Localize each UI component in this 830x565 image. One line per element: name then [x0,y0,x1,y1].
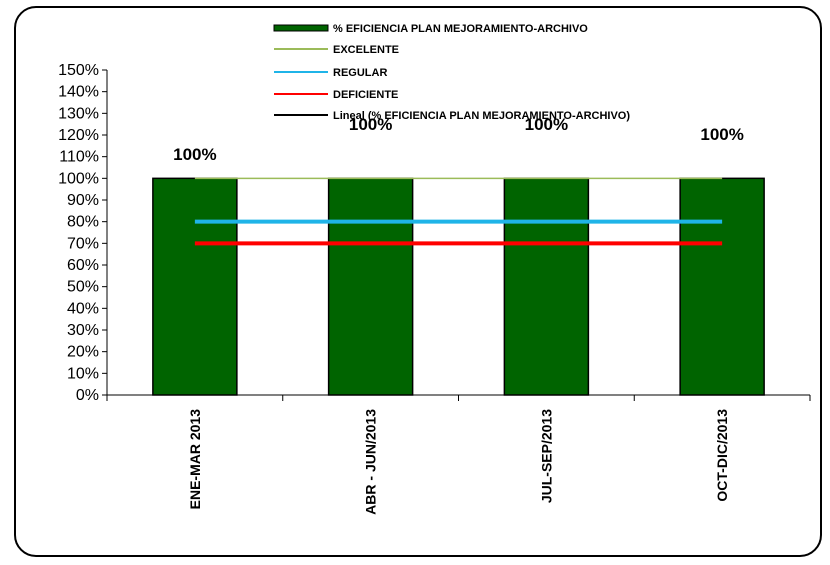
y-tick-label: 50% [67,279,99,296]
data-label: 100% [349,115,392,134]
legend-swatch-bar [273,24,329,32]
y-tick-label: 40% [67,300,99,317]
data-label: 100% [173,145,216,164]
legend-entry: Lineal (% EFICIENCIA PLAN MEJORAMIENTO-A… [333,110,630,122]
y-tick-label: 70% [67,235,99,252]
bar [679,177,765,396]
y-tick-label: 110% [59,149,99,166]
bar [327,177,414,396]
x-category-label: ABR - JUN/2013 [363,409,379,515]
y-tick-label: 30% [67,322,99,339]
y-tick-label: 90% [67,192,99,209]
y-tick-label: 20% [67,344,99,361]
y-tick-label: 80% [67,214,99,231]
y-tick-label: 140% [58,84,99,101]
y-tick-label: 100% [58,170,99,187]
x-category-label: ENE-MAR 2013 [187,409,203,510]
bar [152,177,238,396]
y-tick-label: 0% [76,387,99,404]
bar [503,177,590,396]
y-tick-label: 60% [67,257,99,274]
x-category-label: JUL-SEP/2013 [538,409,554,503]
legend-entry: EXCELENTE [333,44,399,56]
y-tick-label: 120% [58,127,99,144]
legend-entry: REGULAR [333,67,387,79]
x-category-label: OCT-DIC/2013 [714,409,730,502]
data-label: 100% [700,125,743,144]
y-tick-label: 150% [58,62,99,79]
legend-entry: DEFICIENTE [333,89,398,101]
legend-entry: % EFICIENCIA PLAN MEJORAMIENTO-ARCHIVO [333,23,588,35]
y-tick-label: 130% [58,105,99,122]
y-tick-label: 10% [67,365,99,382]
data-label: 100% [525,115,568,134]
